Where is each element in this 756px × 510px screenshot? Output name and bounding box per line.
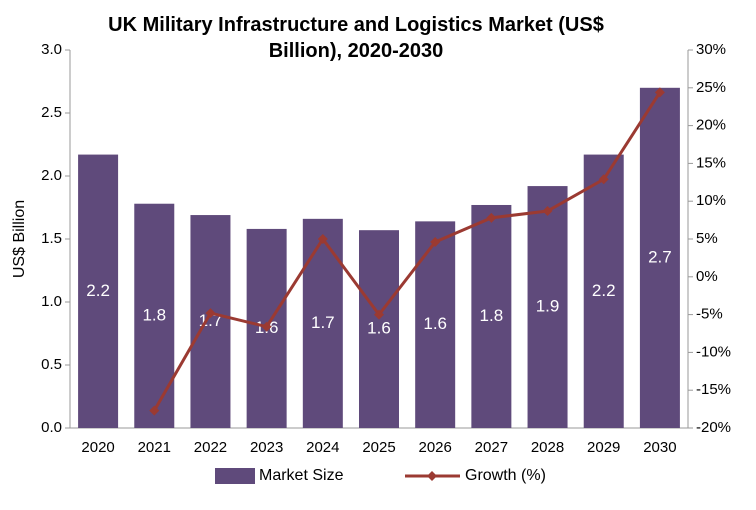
bar [134, 203, 175, 428]
bar [527, 186, 568, 428]
bar [190, 215, 231, 428]
y2-tick-label: 10% [696, 192, 726, 209]
bar [583, 154, 624, 428]
x-tick-label: 2025 [362, 439, 395, 456]
x-tick-label: 2024 [306, 439, 339, 456]
marker [430, 237, 441, 248]
x-tick-label: 2022 [194, 439, 227, 456]
y2-tick-label: -5% [696, 306, 723, 323]
x-tick-label: 2020 [81, 439, 114, 456]
y-tick-label: 0.5 [41, 356, 62, 373]
chart-title: UK Military Infrastructure and Logistics… [108, 14, 604, 62]
y2-tick-label: 30% [696, 41, 726, 58]
x-tick-label: 2030 [643, 439, 676, 456]
bar [639, 87, 680, 429]
y2-tick-label: -10% [696, 343, 731, 360]
marker [205, 308, 216, 319]
value-label: 1.7 [311, 313, 335, 332]
x-tick-label: 2023 [250, 439, 283, 456]
marker [542, 206, 553, 217]
value-label: 1.8 [480, 306, 504, 325]
y2-tick-label: 0% [696, 268, 718, 285]
y-tick-label: 2.5 [41, 104, 62, 121]
x-tick-label: 2028 [531, 439, 564, 456]
y2-tick-label: 15% [696, 154, 726, 171]
value-label: 2.2 [592, 281, 616, 300]
y-tick-label: 0.0 [41, 419, 62, 436]
y2-tick-label: 5% [696, 230, 718, 247]
y-tick-label: 1.5 [41, 230, 62, 247]
bar [302, 218, 343, 428]
marker [374, 309, 384, 320]
x-tick-label: 2021 [138, 439, 171, 456]
marker [317, 234, 328, 244]
y2-tick-label: 20% [696, 117, 726, 134]
legend-swatch [215, 468, 255, 484]
legend-marker [427, 471, 437, 481]
value-label: 1.6 [423, 314, 447, 333]
y-tick-label: 2.0 [41, 167, 62, 184]
value-label: 1.9 [536, 297, 560, 316]
value-label: 2.7 [648, 247, 672, 266]
legend-label: Market Size [259, 467, 344, 484]
x-tick-label: 2029 [587, 439, 620, 456]
value-label: 1.6 [367, 319, 391, 338]
line [152, 91, 662, 412]
value-label: 2.2 [86, 281, 110, 300]
marker [486, 212, 497, 223]
y2-tick-label: -15% [696, 381, 731, 398]
marker [261, 321, 272, 332]
bar [359, 230, 399, 428]
value-label: 1.8 [142, 305, 166, 324]
marker [654, 87, 665, 98]
y2-tick-label: -20% [696, 419, 731, 436]
x-tick-label: 2027 [475, 439, 508, 456]
marker [149, 405, 160, 416]
marker [598, 174, 609, 185]
y-tick-label: 1.0 [41, 293, 62, 310]
bar [78, 154, 119, 428]
bar [415, 221, 456, 428]
y2-tick-label: 25% [696, 79, 726, 96]
y-axis-label: US$ Billion [11, 200, 28, 278]
bar [471, 204, 512, 428]
x-tick-label: 2026 [418, 439, 451, 456]
y-tick-label: 3.0 [41, 41, 62, 58]
legend-label: Growth (%) [465, 467, 546, 484]
